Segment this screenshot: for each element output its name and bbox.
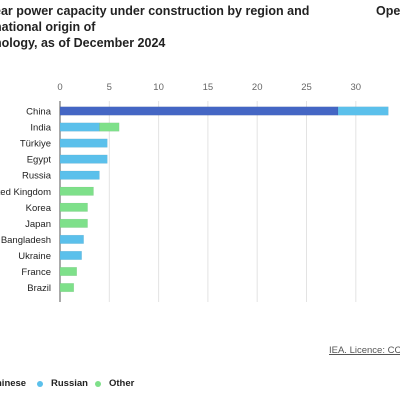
category-label: ted Kingdom [0, 187, 51, 198]
legend-label-other: Other [109, 378, 135, 389]
category-label: Ukraine [18, 251, 51, 262]
legend-label-russian: Russian [51, 378, 88, 389]
legend-swatch-other [95, 380, 101, 387]
category-label: Egypt [27, 155, 52, 166]
legend-swatch-russian [37, 380, 43, 387]
category-label: Japan [25, 219, 51, 230]
legend-label-chinese: hinese [0, 378, 27, 389]
chart-title: ear power capacity under construction by… [0, 3, 346, 51]
category-label: Korea [26, 203, 52, 214]
x-tick-label: 15 [203, 82, 214, 93]
x-tick-label: 5 [107, 82, 112, 93]
legend-item-chinese[interactable]: hinese [0, 378, 26, 389]
chart-title-line-2: nology, as of December 2024 [0, 36, 166, 50]
legend-item-russian[interactable]: Russian [37, 378, 88, 389]
bar-segment-other[interactable] [59, 202, 88, 212]
bar-segment-russian[interactable] [59, 154, 108, 164]
chart-legend: hinese Russian Other [0, 378, 400, 394]
bar-segment-russian[interactable] [59, 234, 84, 244]
bar-segment-russian[interactable] [59, 170, 100, 180]
bar-segment-other[interactable] [59, 218, 88, 228]
category-label: Russia [22, 171, 52, 182]
bar-segment-other[interactable] [59, 186, 94, 196]
category-label: Bangladesh [1, 235, 51, 246]
bar-segment-russian[interactable] [59, 138, 108, 148]
x-tick-label: 0 [57, 82, 62, 93]
bar-segment-other[interactable] [99, 122, 120, 132]
x-tick-label: 30 [351, 82, 362, 93]
bar-chart: 0 5 10 15 20 25 30 China India Türkiye Egypt Russia… [0, 82, 389, 302]
category-label: Brazil [27, 283, 51, 294]
legend-item-other[interactable]: Other [95, 378, 134, 389]
bar-segment-other[interactable] [59, 267, 78, 276]
x-tick-label: 10 [153, 82, 164, 93]
bar-segment-chinese[interactable] [59, 106, 339, 116]
chart-title-line-1: ear power capacity under construction by… [0, 4, 310, 34]
open-link[interactable]: Open [376, 4, 400, 18]
x-tick-label: 25 [301, 82, 312, 93]
category-label: Türkiye [20, 139, 51, 150]
source-licence-link[interactable]: IEA. Licence: CC B [329, 345, 400, 356]
x-tick-label: 20 [252, 82, 263, 93]
category-label: China [26, 107, 52, 118]
bar-segment-other[interactable] [59, 283, 75, 293]
category-label: India [30, 123, 51, 134]
bar-segment-russian[interactable] [59, 250, 82, 260]
bar-segment-russian[interactable] [337, 106, 389, 116]
category-label: France [21, 267, 51, 278]
bar-segment-russian[interactable] [59, 122, 100, 132]
